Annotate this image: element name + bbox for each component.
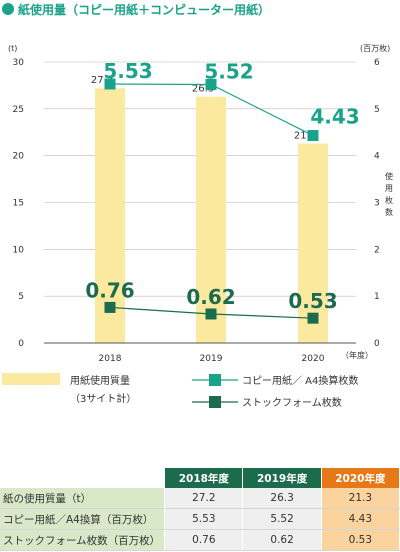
legend-stock: ストックフォーム枚数 <box>192 394 342 409</box>
table-corner <box>0 468 166 488</box>
table-header-2019: 2019年度 <box>242 468 322 488</box>
chart-title: 紙使用量（コピー用紙＋コンピューター用紙） <box>18 2 271 17</box>
table-row: ストックフォーム枚数（百万枚） 0.76 0.62 0.53 <box>0 529 400 551</box>
y-right-tick: 2 <box>374 245 380 255</box>
bar-data-label: 21.3 <box>294 130 316 141</box>
legend-bar-swatch <box>2 373 60 385</box>
legend-copy: コピー用紙／ A4換算枚数 <box>192 372 358 387</box>
table-row: 紙の使用質量（t） 27.2 26.3 21.3 <box>0 488 400 509</box>
y-right-tick: 4 <box>374 152 380 162</box>
y-right-title-char: 使 <box>385 171 393 181</box>
table-cell: 5.53 <box>164 508 244 530</box>
bar <box>196 96 226 343</box>
y-right-tick: 0 <box>374 339 380 349</box>
legend-bar: 用紙使用質量 （3サイト計） <box>2 372 136 405</box>
y-left-tick: 15 <box>13 199 24 209</box>
row-label: ストックフォーム枚数（百万枚） <box>0 529 166 551</box>
series-data-label: 0.62 <box>186 285 235 309</box>
row-label: 紙の使用質量（t） <box>0 488 166 509</box>
bar-data-label: 27.2 <box>91 75 113 86</box>
y-left-tick: 20 <box>13 152 25 162</box>
table-header-row: 2018年度 2019年度 2020年度 <box>0 468 400 488</box>
series-marker <box>307 130 319 142</box>
series-data-label: 0.53 <box>288 289 337 313</box>
legend-copy-marker-icon <box>192 373 238 386</box>
table-cell: 26.3 <box>242 488 322 509</box>
bar-data-label: 26.3 <box>192 84 214 95</box>
y-right-unit: (百万枚) <box>360 43 390 53</box>
title-bullet-icon <box>2 3 14 15</box>
y-left-tick: 5 <box>18 292 24 302</box>
y-right-tick: 1 <box>374 292 380 302</box>
series-marker <box>205 308 217 320</box>
x-tick-label: 2019 <box>200 354 223 364</box>
series-data-label: 4.43 <box>310 105 359 129</box>
legend-stock-marker-icon <box>192 395 238 408</box>
table-cell: 0.53 <box>321 529 400 551</box>
table-cell: 27.2 <box>164 488 244 509</box>
x-tick-label: 2020 <box>302 354 325 364</box>
y-left-tick: 0 <box>18 339 24 349</box>
x-unit-label: （年度） <box>341 350 373 360</box>
data-table: 2018年度 2019年度 2020年度 紙の使用質量（t） 27.2 26.3… <box>0 468 400 551</box>
legend-bar-sublabel: （3サイト計） <box>70 394 137 405</box>
y-right-tick: 5 <box>374 105 380 115</box>
chart-title-row: 紙使用量（コピー用紙＋コンピューター用紙） <box>2 0 270 18</box>
bar <box>95 88 125 343</box>
series-marker <box>205 78 217 90</box>
y-left-tick: 30 <box>13 58 25 68</box>
legend-copy-label: コピー用紙／ A4換算枚数 <box>242 376 359 387</box>
y-left-tick: 25 <box>13 105 24 115</box>
y-left-unit: (t) <box>8 44 17 53</box>
y-right-title-char: 枚 <box>385 195 393 205</box>
series-marker <box>104 301 116 313</box>
table-cell: 0.62 <box>242 529 322 551</box>
bar <box>298 143 328 343</box>
table-header-2020: 2020年度 <box>321 468 400 488</box>
table-cell: 0.76 <box>164 529 244 551</box>
series-marker <box>307 312 319 324</box>
y-right-title-char: 数 <box>385 207 393 217</box>
table-cell: 4.43 <box>321 508 400 530</box>
y-right-title-char: 用 <box>385 184 393 193</box>
table-row: コピー用紙／A4換算（百万枚） 5.53 5.52 4.43 <box>0 508 400 530</box>
series-data-label: 5.53 <box>103 59 152 83</box>
table-header-2018: 2018年度 <box>164 468 244 488</box>
table-cell: 21.3 <box>321 488 400 509</box>
series-data-label: 5.52 <box>204 59 253 83</box>
table-cell: 5.52 <box>242 508 322 530</box>
legend-bar-label: 用紙使用質量 <box>70 376 130 387</box>
row-label: コピー用紙／A4換算（百万枚） <box>0 508 166 530</box>
legend-stock-label: ストックフォーム枚数 <box>242 398 342 409</box>
y-left-tick: 10 <box>13 245 25 255</box>
x-tick-label: 2018 <box>99 354 122 364</box>
y-right-tick: 3 <box>374 199 380 209</box>
series-marker <box>104 78 116 90</box>
y-right-tick: 6 <box>374 58 380 68</box>
series-data-label: 0.76 <box>85 278 134 302</box>
